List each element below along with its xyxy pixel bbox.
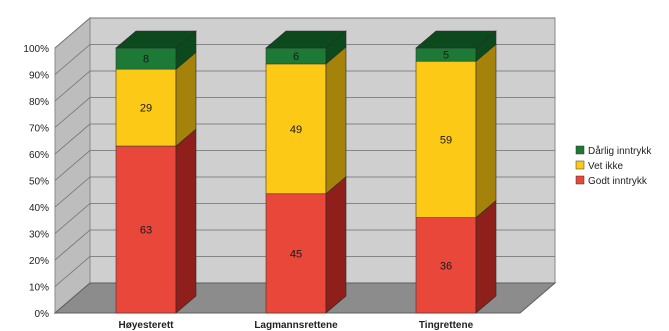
gridline (54, 176, 555, 208)
bars: 63 29 8 45 49 6 36 59 5 (115, 30, 497, 314)
y-tick-label: 80% (29, 97, 49, 108)
x-tick-label: Lagmannsrettene (254, 320, 338, 331)
bar-segment-side (325, 176, 347, 314)
bar-segment (415, 60, 477, 218)
bar-segment-side (475, 199, 497, 314)
legend-swatch (575, 160, 585, 170)
legend-label: Vet ikke (588, 161, 623, 172)
bar-segment-side (325, 46, 347, 195)
x-axis-labels: Høyesterett Lagmannsrettene Tingrettene (118, 320, 473, 331)
y-tick-label: 40% (29, 203, 49, 214)
legend-swatch (575, 145, 585, 155)
data-label: 6 (293, 51, 299, 63)
x-tick-label: Høyesterett (118, 320, 174, 331)
gridline (54, 44, 555, 75)
y-tick-label: 30% (29, 230, 49, 241)
legend-label: Godt inntrykk (588, 176, 648, 187)
bar-top (265, 30, 347, 49)
y-tick-label: 90% (29, 71, 49, 82)
y-tick-label: 0% (35, 309, 50, 320)
gridline (54, 70, 555, 102)
y-tick-label: 10% (29, 283, 49, 294)
y-tick-label: 70% (29, 124, 49, 135)
data-label: 59 (440, 134, 452, 146)
data-label: 63 (140, 225, 152, 237)
bar-top (115, 30, 197, 49)
x-tick-label: Tingrettene (419, 320, 474, 331)
y-tick-label: 20% (29, 256, 49, 267)
y-axis-ticks: 0% 10% 20% 30% 40% 50% 60% 70% 80% 90% 100% (23, 44, 49, 320)
gridline (54, 203, 555, 234)
gridline (54, 256, 555, 287)
gridlines (54, 17, 555, 287)
data-label: 45 (290, 248, 302, 260)
bar-segment-side (175, 128, 197, 314)
data-label: 8 (143, 54, 149, 66)
gridline (54, 123, 555, 155)
data-label: 5 (443, 50, 449, 62)
legend-label: Dårlig inntrykk (588, 145, 652, 157)
y-tick-label: 100% (23, 44, 49, 55)
bar-segment (415, 217, 477, 314)
data-label: 49 (290, 124, 302, 136)
gridline (54, 150, 555, 181)
data-label: 29 (140, 103, 152, 115)
gridline (54, 229, 555, 261)
bar-segment (265, 193, 327, 314)
y-tick-label: 60% (29, 150, 49, 161)
data-label: 36 (440, 260, 452, 272)
gridline (54, 97, 555, 128)
legend-swatch (575, 175, 585, 185)
bar-top (415, 30, 497, 49)
bar-segment-side (475, 43, 497, 219)
legend: Dårlig inntrykk Vet ikke Godt inntrykk (575, 145, 652, 187)
y-tick-label: 50% (29, 177, 49, 188)
gridline (54, 17, 555, 49)
